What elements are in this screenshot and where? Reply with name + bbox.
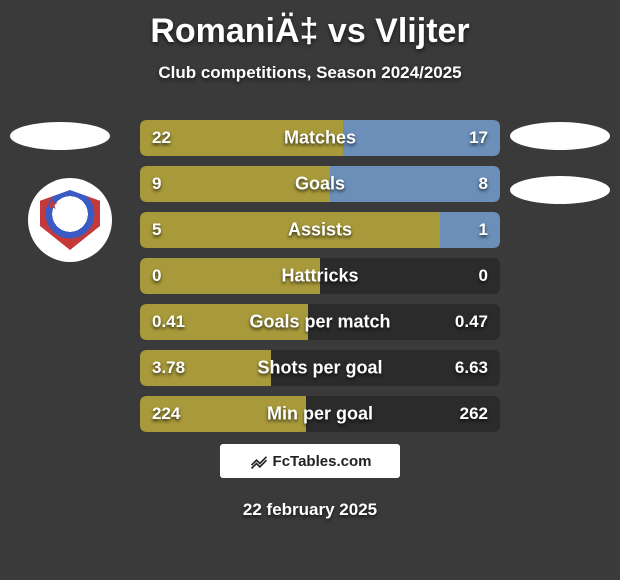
club-logo bbox=[28, 178, 112, 262]
branding-badge[interactable]: FcTables.com bbox=[220, 444, 400, 478]
player-badge-right-2 bbox=[510, 176, 610, 204]
fill-right bbox=[330, 166, 500, 202]
stat-row: 3.78 6.63 Shots per goal bbox=[140, 350, 500, 386]
stat-value-left: 224 bbox=[152, 404, 180, 424]
stat-value-left: 5 bbox=[152, 220, 161, 240]
player-badge-right-1 bbox=[510, 122, 610, 150]
stat-label: Goals per match bbox=[249, 312, 390, 333]
stat-row: 224 262 Min per goal bbox=[140, 396, 500, 432]
stat-row: 22 17 Matches bbox=[140, 120, 500, 156]
comparison-rows: 22 17 Matches 9 8 Goals 5 1 Assists 0 0 Hattricks 0.… bbox=[140, 120, 500, 442]
stat-row: 0.41 0.47 Goals per match bbox=[140, 304, 500, 340]
chart-icon bbox=[249, 451, 269, 471]
branding-text: FcTables.com bbox=[273, 453, 372, 470]
stat-value-left: 3.78 bbox=[152, 358, 185, 378]
stat-label: Matches bbox=[284, 128, 356, 149]
stat-value-right: 8 bbox=[479, 174, 488, 194]
stat-label: Goals bbox=[295, 174, 345, 195]
stat-row: 0 0 Hattricks bbox=[140, 258, 500, 294]
club-shield-icon bbox=[40, 190, 100, 250]
stat-label: Assists bbox=[288, 220, 352, 241]
stat-value-right: 17 bbox=[469, 128, 488, 148]
stat-row: 5 1 Assists bbox=[140, 212, 500, 248]
stat-label: Min per goal bbox=[267, 404, 373, 425]
stat-label: Hattricks bbox=[281, 266, 358, 287]
stat-value-left: 9 bbox=[152, 174, 161, 194]
stat-row: 9 8 Goals bbox=[140, 166, 500, 202]
date-text: 22 february 2025 bbox=[243, 500, 377, 520]
subtitle: Club competitions, Season 2024/2025 bbox=[0, 63, 620, 83]
stat-value-right: 0.47 bbox=[455, 312, 488, 332]
fill-right bbox=[440, 212, 500, 248]
stat-value-right: 0 bbox=[479, 266, 488, 286]
stat-value-left: 0 bbox=[152, 266, 161, 286]
page-title: RomaniÄ‡ vs Vlijter bbox=[0, 0, 620, 51]
stat-value-left: 0.41 bbox=[152, 312, 185, 332]
player-badge-left bbox=[10, 122, 110, 150]
stat-value-right: 1 bbox=[479, 220, 488, 240]
stat-value-right: 262 bbox=[460, 404, 488, 424]
stat-value-left: 22 bbox=[152, 128, 171, 148]
stat-value-right: 6.63 bbox=[455, 358, 488, 378]
stat-label: Shots per goal bbox=[257, 358, 382, 379]
